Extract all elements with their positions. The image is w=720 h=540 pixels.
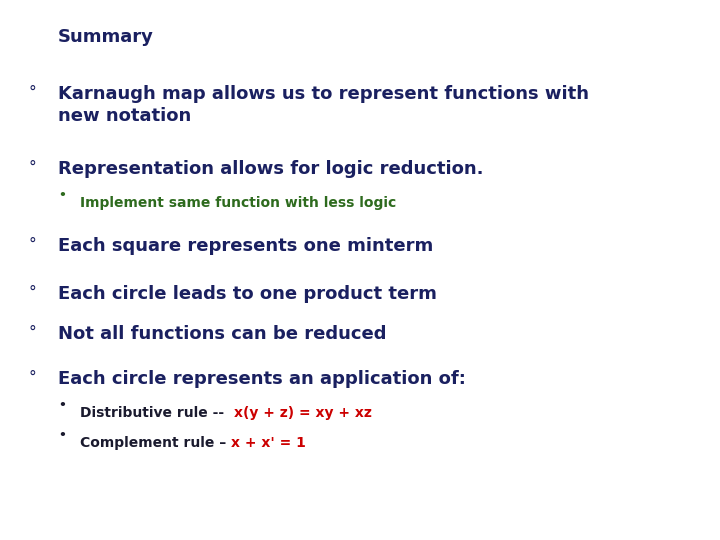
Text: Implement same function with less logic: Implement same function with less logic [80,196,396,210]
Text: Karnaugh map allows us to represent functions with: Karnaugh map allows us to represent func… [58,85,589,103]
Text: •: • [58,190,66,202]
Text: °: ° [28,325,36,340]
Text: Summary: Summary [58,28,154,46]
Text: Distributive rule --: Distributive rule -- [80,406,234,420]
Text: Each circle leads to one product term: Each circle leads to one product term [58,285,437,303]
Text: Each circle represents an application of:: Each circle represents an application of… [58,370,466,388]
Text: Complement rule –: Complement rule – [80,436,231,450]
Text: °: ° [28,84,36,99]
Text: Not all functions can be reduced: Not all functions can be reduced [58,325,387,343]
Text: •: • [58,400,66,413]
Text: Representation allows for logic reduction.: Representation allows for logic reductio… [58,160,484,178]
Text: new notation: new notation [58,107,192,125]
Text: °: ° [28,237,36,252]
Text: °: ° [28,369,36,384]
Text: °: ° [28,159,36,174]
Text: Each square represents one minterm: Each square represents one minterm [58,237,433,255]
Text: x(y + z) = xy + xz: x(y + z) = xy + xz [234,406,372,420]
Text: °: ° [28,285,36,300]
Text: x + x' = 1: x + x' = 1 [231,436,306,450]
Text: •: • [58,429,66,442]
